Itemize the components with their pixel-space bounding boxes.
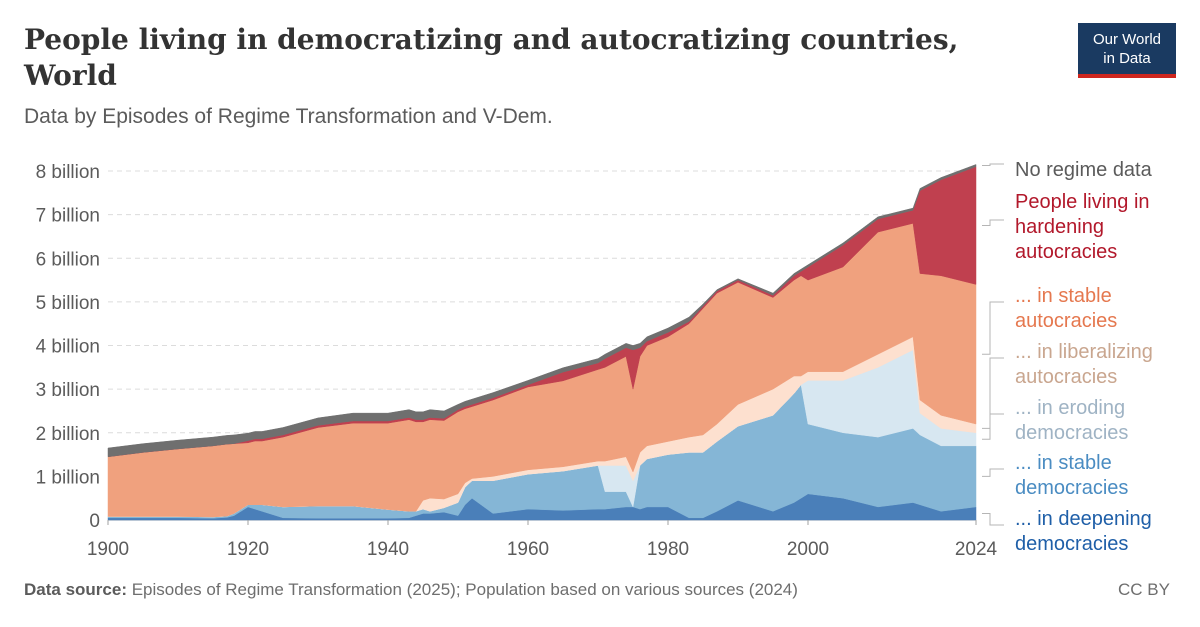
x-tick-label: 1940 [367, 539, 409, 560]
label-connector [982, 357, 1004, 429]
y-tick-label: 1 billion [36, 467, 100, 488]
logo-line-1: Our World [1092, 31, 1162, 48]
series-label-hardening-autocracies: People living in [1015, 191, 1150, 213]
y-tick-label: 4 billion [36, 337, 100, 358]
x-tick-label: 2000 [787, 539, 829, 560]
label-connector [982, 512, 1004, 526]
license-link[interactable]: CC BY [1118, 580, 1170, 599]
label-connector [982, 468, 1004, 477]
series-label-liberalizing-autocracies: autocracies [1015, 366, 1117, 388]
source-label: Data source: [24, 580, 127, 599]
series-label-stable-autocracies: autocracies [1015, 310, 1117, 332]
series-label-hardening-autocracies: autocracies [1015, 241, 1117, 263]
x-tick-label: 1920 [227, 539, 269, 560]
series-label-stable-democracies: democracies [1015, 477, 1128, 499]
source-text[interactable]: Episodes of Regime Transformation (2025)… [131, 580, 798, 599]
series-label-eroding-democracies: democracies [1015, 422, 1128, 444]
series-label-eroding-democracies: ... in eroding [1015, 397, 1125, 419]
chart-title: People living in democratizing and autoc… [24, 23, 959, 92]
owid-logo[interactable]: Our World in Data [1078, 23, 1176, 78]
label-connector [982, 413, 1004, 440]
x-tick-label: 1960 [507, 539, 549, 560]
footer-source: Data source: Episodes of Regime Transfor… [24, 580, 798, 600]
y-tick-label: 5 billion [36, 293, 100, 314]
series-label-stable-democracies: ... in stable [1015, 452, 1112, 474]
label-connector [982, 163, 1004, 167]
chart-subtitle: Data by Episodes of Regime Transformatio… [24, 105, 553, 128]
y-tick-label: 2 billion [36, 424, 100, 445]
y-tick-label: 3 billion [36, 380, 100, 401]
series-label-liberalizing-autocracies: ... in liberalizing [1015, 341, 1153, 363]
label-connector [982, 301, 1004, 355]
y-tick-label: 8 billion [36, 162, 100, 183]
x-tick-label: 2024 [955, 539, 998, 560]
series-label-deepening-democracies: democracies [1015, 533, 1128, 555]
series-label-stable-autocracies: ... in stable [1015, 285, 1112, 307]
series-label-hardening-autocracies: hardening [1015, 216, 1104, 238]
y-tick-label: 6 billion [36, 249, 100, 270]
series-label-no-regime-data: No regime data [1015, 159, 1153, 181]
area-no-regime-data[interactable] [107, 164, 977, 458]
x-tick-label: 1900 [87, 539, 129, 560]
label-connector [982, 219, 1004, 227]
logo-line-2: in Data [1103, 50, 1151, 67]
y-tick-label: 0 [89, 511, 100, 532]
series-label-deepening-democracies: ... in deepening [1015, 508, 1152, 530]
y-tick-label: 7 billion [36, 206, 100, 227]
stacked-area-chart: 0 1 billion 2 billion 3 billion 4 billion 5 b… [36, 159, 1153, 560]
x-tick-label: 1980 [647, 539, 689, 560]
